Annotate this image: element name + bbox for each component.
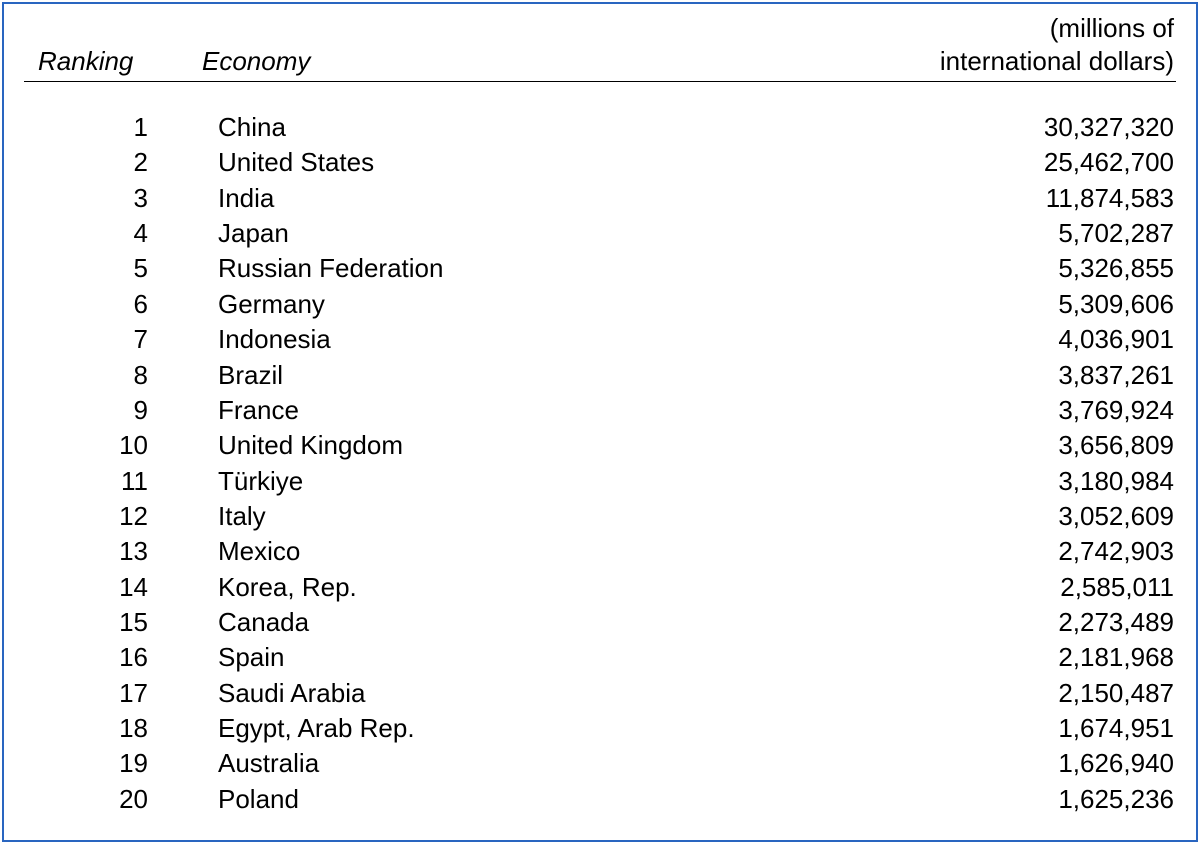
table-header-row: Ranking Economy (millions of internation… [24, 12, 1176, 82]
cell-value: 1,626,940 [876, 746, 1176, 781]
cell-economy: Brazil [148, 358, 876, 393]
cell-economy: Saudi Arabia [148, 676, 876, 711]
table-row: 4Japan5,702,287 [24, 216, 1176, 251]
header-value-line2: international dollars) [876, 45, 1174, 78]
cell-economy: United Kingdom [148, 428, 876, 463]
cell-ranking: 8 [24, 358, 148, 393]
table-row: 11Türkiye3,180,984 [24, 464, 1176, 499]
cell-economy: Australia [148, 746, 876, 781]
cell-ranking: 20 [24, 782, 148, 817]
cell-economy: Korea, Rep. [148, 570, 876, 605]
cell-economy: Poland [148, 782, 876, 817]
cell-value: 2,150,487 [876, 676, 1176, 711]
table-row: 14Korea, Rep.2,585,011 [24, 570, 1176, 605]
table-row: 16Spain2,181,968 [24, 640, 1176, 675]
cell-ranking: 15 [24, 605, 148, 640]
header-value-line1: (millions of [876, 12, 1174, 45]
cell-ranking: 3 [24, 181, 148, 216]
cell-ranking: 9 [24, 393, 148, 428]
cell-value: 2,585,011 [876, 570, 1176, 605]
cell-value: 30,327,320 [876, 110, 1176, 145]
cell-value: 3,769,924 [876, 393, 1176, 428]
table-body: 1China30,327,3202United States25,462,700… [24, 82, 1176, 817]
table-row: 13Mexico2,742,903 [24, 534, 1176, 569]
cell-value: 1,674,951 [876, 711, 1176, 746]
cell-economy: Italy [148, 499, 876, 534]
header-economy: Economy [184, 46, 876, 77]
header-ranking: Ranking [24, 46, 184, 77]
cell-value: 2,273,489 [876, 605, 1176, 640]
cell-economy: China [148, 110, 876, 145]
table-row: 3India11,874,583 [24, 181, 1176, 216]
cell-ranking: 6 [24, 287, 148, 322]
cell-economy: Canada [148, 605, 876, 640]
cell-ranking: 14 [24, 570, 148, 605]
table-row: 10United Kingdom3,656,809 [24, 428, 1176, 463]
cell-economy: Türkiye [148, 464, 876, 499]
cell-ranking: 13 [24, 534, 148, 569]
cell-value: 3,656,809 [876, 428, 1176, 463]
cell-economy: United States [148, 145, 876, 180]
cell-value: 5,309,606 [876, 287, 1176, 322]
cell-economy: Egypt, Arab Rep. [148, 711, 876, 746]
cell-value: 25,462,700 [876, 145, 1176, 180]
cell-value: 2,742,903 [876, 534, 1176, 569]
cell-economy: Spain [148, 640, 876, 675]
cell-ranking: 7 [24, 322, 148, 357]
table-row: 9France3,769,924 [24, 393, 1176, 428]
cell-ranking: 18 [24, 711, 148, 746]
cell-economy: India [148, 181, 876, 216]
table-row: 17Saudi Arabia2,150,487 [24, 676, 1176, 711]
table-row: 5Russian Federation5,326,855 [24, 251, 1176, 286]
cell-ranking: 11 [24, 464, 148, 499]
table-row: 19Australia1,626,940 [24, 746, 1176, 781]
cell-ranking: 12 [24, 499, 148, 534]
cell-economy: Russian Federation [148, 251, 876, 286]
table-row: 1China30,327,320 [24, 110, 1176, 145]
header-value: (millions of international dollars) [876, 12, 1176, 77]
cell-value: 2,181,968 [876, 640, 1176, 675]
table-row: 8Brazil3,837,261 [24, 358, 1176, 393]
cell-value: 11,874,583 [876, 181, 1176, 216]
table-row: 15Canada2,273,489 [24, 605, 1176, 640]
table-frame: Ranking Economy (millions of internation… [2, 2, 1198, 842]
cell-ranking: 1 [24, 110, 148, 145]
table-row: 6Germany5,309,606 [24, 287, 1176, 322]
table-row: 7Indonesia4,036,901 [24, 322, 1176, 357]
cell-economy: Indonesia [148, 322, 876, 357]
table-row: 18Egypt, Arab Rep.1,674,951 [24, 711, 1176, 746]
table-row: 20Poland1,625,236 [24, 782, 1176, 817]
cell-ranking: 10 [24, 428, 148, 463]
cell-value: 5,326,855 [876, 251, 1176, 286]
cell-ranking: 16 [24, 640, 148, 675]
cell-economy: Germany [148, 287, 876, 322]
cell-economy: Japan [148, 216, 876, 251]
cell-value: 1,625,236 [876, 782, 1176, 817]
cell-ranking: 2 [24, 145, 148, 180]
cell-economy: Mexico [148, 534, 876, 569]
table-row: 2United States25,462,700 [24, 145, 1176, 180]
cell-value: 3,837,261 [876, 358, 1176, 393]
cell-value: 3,052,609 [876, 499, 1176, 534]
cell-ranking: 5 [24, 251, 148, 286]
cell-economy: France [148, 393, 876, 428]
cell-value: 3,180,984 [876, 464, 1176, 499]
cell-value: 4,036,901 [876, 322, 1176, 357]
cell-ranking: 19 [24, 746, 148, 781]
table-row: 12Italy3,052,609 [24, 499, 1176, 534]
cell-value: 5,702,287 [876, 216, 1176, 251]
cell-ranking: 17 [24, 676, 148, 711]
cell-ranking: 4 [24, 216, 148, 251]
